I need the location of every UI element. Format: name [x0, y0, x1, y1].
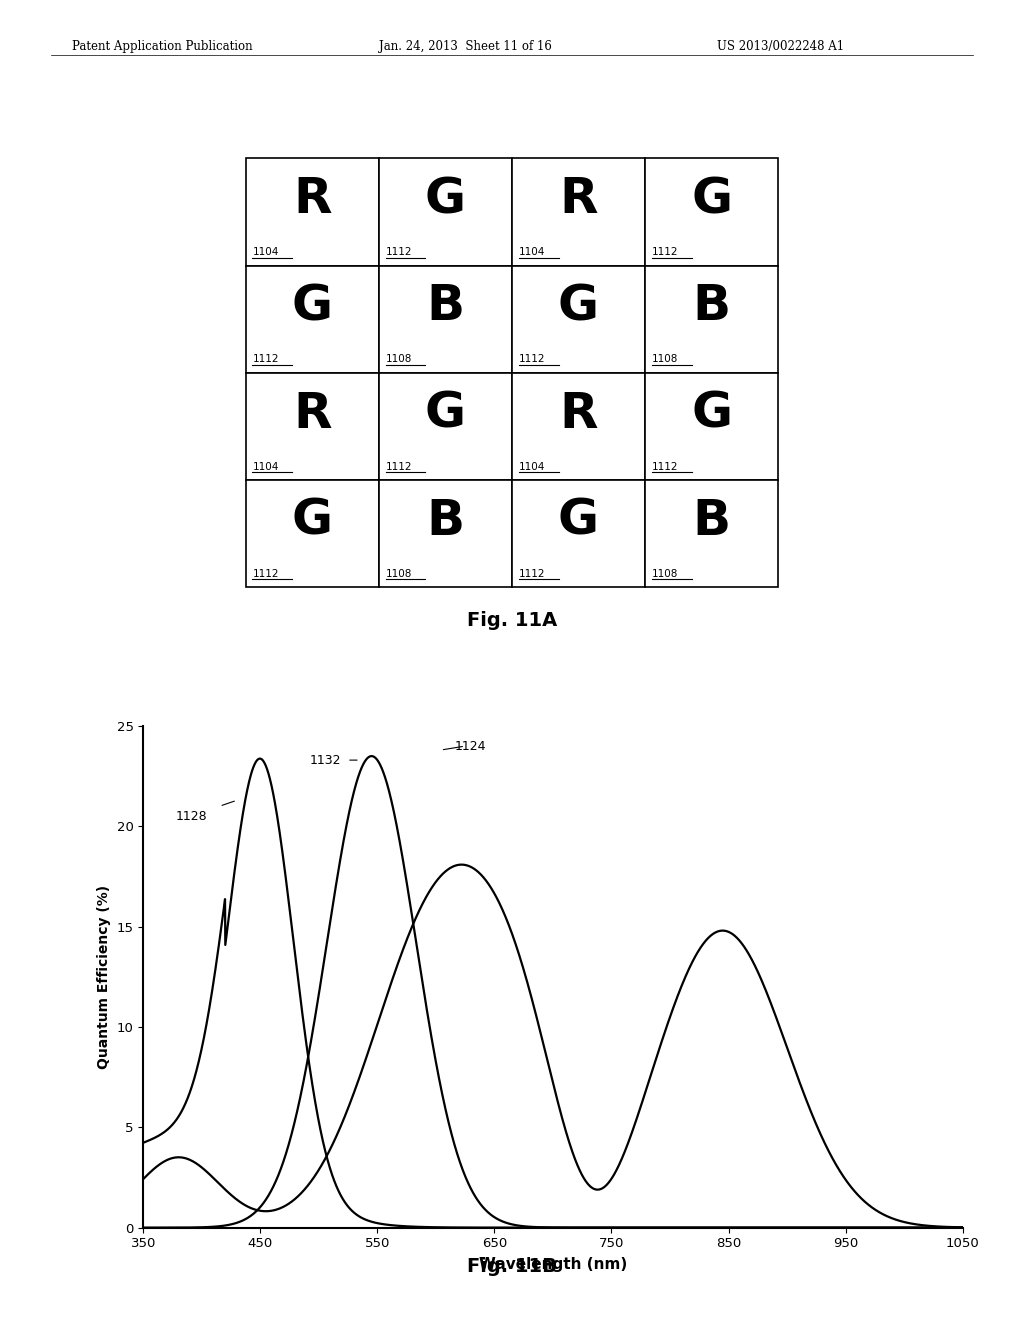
- Text: Fig. 11A: Fig. 11A: [467, 611, 557, 630]
- Text: G: G: [292, 496, 333, 545]
- Text: R: R: [293, 176, 332, 223]
- Text: 1108: 1108: [651, 354, 678, 364]
- Text: G: G: [691, 176, 732, 223]
- Text: R: R: [559, 176, 598, 223]
- Text: 1108: 1108: [651, 569, 678, 578]
- Text: G: G: [691, 389, 732, 438]
- Text: 1108: 1108: [385, 354, 412, 364]
- Text: 1104: 1104: [252, 462, 279, 471]
- Text: R: R: [559, 389, 598, 438]
- Text: 1112: 1112: [252, 354, 279, 364]
- Text: Fig. 11B: Fig. 11B: [467, 1258, 557, 1276]
- Text: 1112: 1112: [518, 354, 545, 364]
- Text: 1112: 1112: [252, 569, 279, 578]
- Text: Jan. 24, 2013  Sheet 11 of 16: Jan. 24, 2013 Sheet 11 of 16: [379, 40, 552, 53]
- Text: 1104: 1104: [518, 247, 545, 257]
- Text: G: G: [292, 282, 333, 330]
- Text: G: G: [425, 389, 466, 438]
- Text: Patent Application Publication: Patent Application Publication: [72, 40, 252, 53]
- Text: R: R: [293, 389, 332, 438]
- Text: 1112: 1112: [385, 462, 412, 471]
- Text: 1108: 1108: [385, 569, 412, 578]
- Y-axis label: Quantum Efficiency (%): Quantum Efficiency (%): [97, 884, 111, 1069]
- Text: 1128: 1128: [176, 809, 208, 822]
- Text: B: B: [426, 282, 465, 330]
- Text: US 2013/0022248 A1: US 2013/0022248 A1: [717, 40, 844, 53]
- Text: B: B: [692, 282, 731, 330]
- Text: 1112: 1112: [651, 462, 678, 471]
- Text: 1104: 1104: [518, 462, 545, 471]
- Text: 1112: 1112: [385, 247, 412, 257]
- Text: G: G: [558, 282, 599, 330]
- Text: 1132: 1132: [309, 754, 341, 767]
- Text: B: B: [692, 496, 731, 545]
- Text: G: G: [425, 176, 466, 223]
- Text: 1124: 1124: [455, 739, 486, 752]
- Text: B: B: [426, 496, 465, 545]
- Text: 1112: 1112: [651, 247, 678, 257]
- X-axis label: Wavelength (nm): Wavelength (nm): [479, 1257, 627, 1272]
- Text: 1112: 1112: [518, 569, 545, 578]
- Text: 1104: 1104: [252, 247, 279, 257]
- Text: G: G: [558, 496, 599, 545]
